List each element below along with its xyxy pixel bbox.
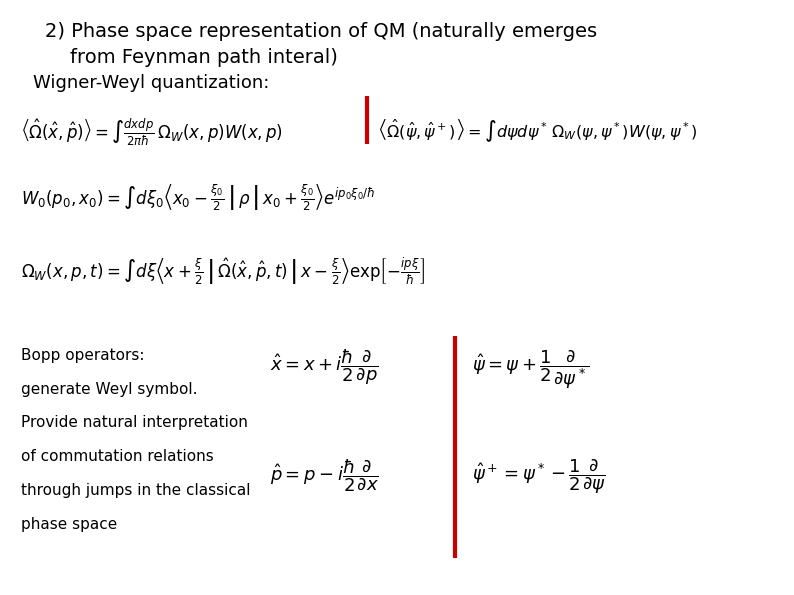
Text: through jumps in the classical: through jumps in the classical [21, 483, 251, 498]
Text: Provide natural interpretation: Provide natural interpretation [21, 415, 248, 430]
Text: $\hat{\psi} = \psi + \dfrac{1}{2}\dfrac{\partial}{\partial \psi^*}$: $\hat{\psi} = \psi + \dfrac{1}{2}\dfrac{… [472, 348, 589, 390]
Text: phase space: phase space [21, 516, 118, 531]
Text: of commutation relations: of commutation relations [21, 449, 214, 464]
Text: $\left\langle\hat{\Omega}(\hat{x},\hat{p})\right\rangle = \int\frac{dxdp}{2\pi\h: $\left\langle\hat{\Omega}(\hat{x},\hat{p… [21, 117, 283, 149]
Text: $\hat{p} = p - i\dfrac{\hbar}{2}\dfrac{\partial}{\partial x}$: $\hat{p} = p - i\dfrac{\hbar}{2}\dfrac{\… [271, 458, 380, 494]
Text: generate Weyl symbol.: generate Weyl symbol. [21, 381, 198, 397]
Text: $\hat{\psi}^+ = \psi^* - \dfrac{1}{2}\dfrac{\partial}{\partial \psi}$: $\hat{\psi}^+ = \psi^* - \dfrac{1}{2}\df… [472, 458, 606, 496]
Text: $\left\langle\hat{\Omega}(\hat{\psi},\hat{\psi}^+)\right\rangle = \int d\psi d\p: $\left\langle\hat{\Omega}(\hat{\psi},\ha… [377, 117, 698, 143]
Text: $\Omega_W(x,p,t) = \int d\xi\left\langle x+\frac{\xi}{2}\,\middle|\,\hat{\Omega}: $\Omega_W(x,p,t) = \int d\xi\left\langle… [21, 256, 426, 288]
Text: Bopp operators:: Bopp operators: [21, 348, 145, 363]
Text: from Feynman path interal): from Feynman path interal) [45, 48, 337, 67]
Text: Wigner-Weyl quantization:: Wigner-Weyl quantization: [33, 74, 269, 92]
Text: $\hat{x} = x + i\dfrac{\hbar}{2}\dfrac{\partial}{\partial p}$: $\hat{x} = x + i\dfrac{\hbar}{2}\dfrac{\… [271, 348, 379, 387]
Text: 2) Phase space representation of QM (naturally emerges: 2) Phase space representation of QM (nat… [45, 22, 597, 41]
Text: $W_0(p_0,x_0) = \int d\xi_0\left\langle x_0 - \frac{\xi_0}{2}\,\middle|\,\rho\,\: $W_0(p_0,x_0) = \int d\xi_0\left\langle … [21, 182, 376, 213]
